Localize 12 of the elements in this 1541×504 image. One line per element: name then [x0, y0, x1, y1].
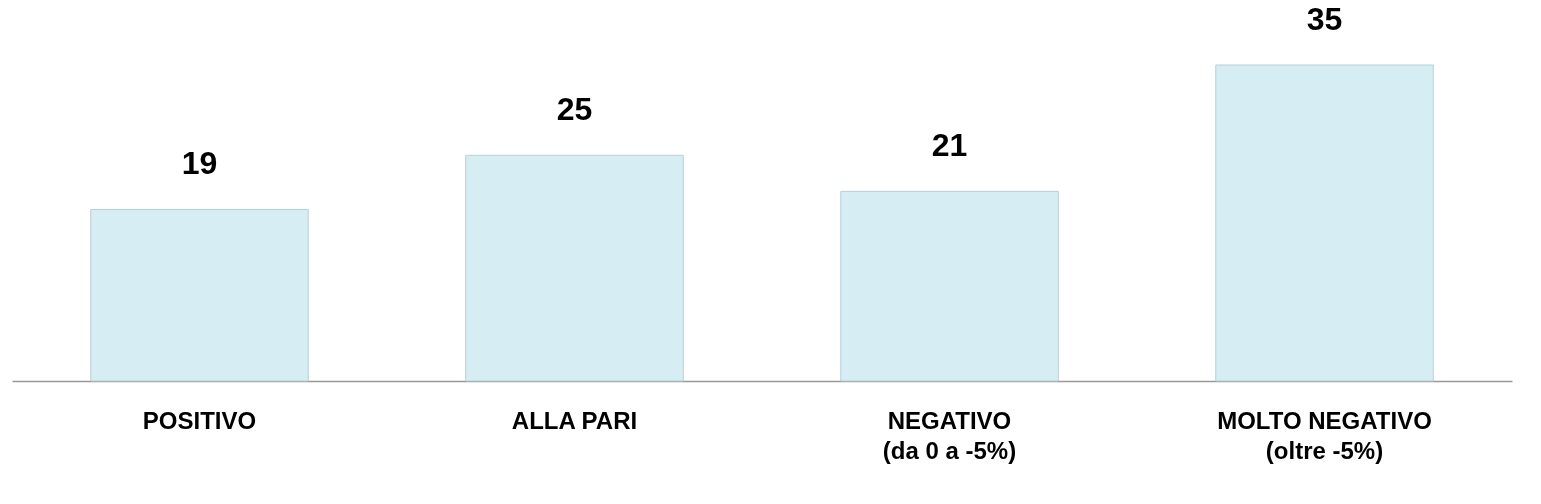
data-label: 21: [931, 127, 968, 164]
x-tick-label: NEGATIVO (da 0 a -5%): [882, 406, 1017, 464]
data-label: 35: [1306, 1, 1343, 37]
bar: [1215, 64, 1434, 382]
x-tick-label: POSITIVO: [142, 406, 257, 434]
x-tick-label: MOLTO NEGATIVO (oltre -5%): [1217, 406, 1432, 464]
data-label: 25: [556, 91, 593, 128]
bar: [840, 190, 1059, 382]
bar: [90, 208, 309, 382]
bar: [465, 154, 684, 382]
data-label: 19: [181, 145, 218, 182]
x-tick-label: ALLA PARI: [511, 406, 638, 434]
